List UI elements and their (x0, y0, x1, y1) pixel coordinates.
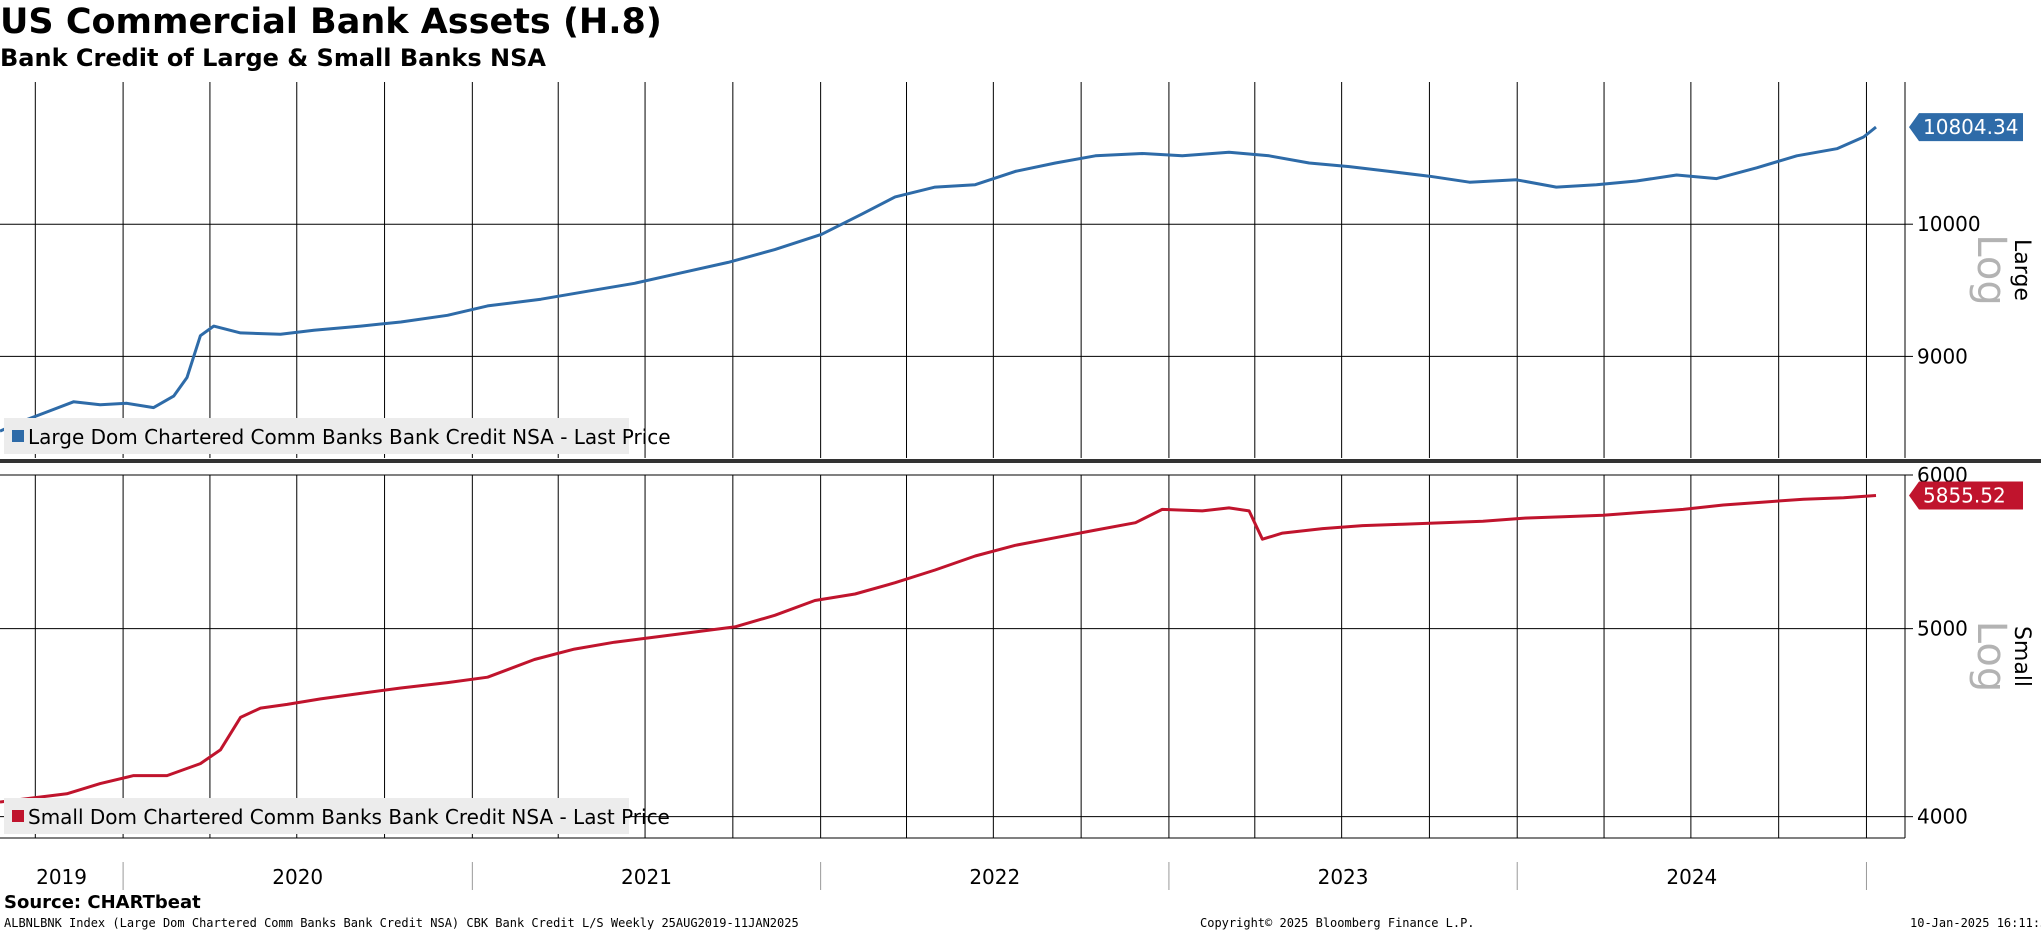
x-tick-label: 2019 (36, 865, 87, 889)
legend-label-top: Large Dom Chartered Comm Banks Bank Cred… (28, 425, 671, 449)
x-tick-label: 2022 (969, 865, 1020, 889)
last-value-tag-top (1909, 113, 2023, 142)
y-axis-label-bottom: Small (2009, 626, 2034, 687)
series-line-bottom (0, 494, 1877, 804)
y-tick-label: 5000 (1917, 617, 1968, 641)
log-scale-label-top: Log (1968, 234, 2014, 305)
last-value-label-bottom: 5855.52 (1923, 484, 2006, 508)
chart-title: US Commercial Bank Assets (H.8) (0, 2, 662, 42)
legend-swatch-bottom (12, 810, 24, 822)
y-tick-label: 4000 (1917, 805, 1968, 829)
x-tick-label: 2020 (272, 865, 323, 889)
legend-label-bottom: Small Dom Chartered Comm Banks Bank Cred… (28, 805, 670, 829)
last-value-label-top: 10804.34 (1923, 115, 2018, 139)
y-axis-label-top: Large (2009, 239, 2034, 301)
log-scale-label-bottom: Log (1968, 621, 2014, 692)
y-tick-label: 9000 (1917, 344, 1968, 368)
series-line-top (0, 125, 1877, 433)
last-value-tag-bottom (1909, 481, 2023, 510)
x-tick-label: 2024 (1666, 865, 1717, 889)
legend-box-bottom (4, 798, 629, 834)
y-tick-label: 10000 (1917, 212, 1981, 236)
timestamp: 10-Jan-2025 16:11:55 (1910, 916, 2041, 930)
legend-box-top (4, 418, 629, 454)
ticker-line: ALBNLBNK Index (Large Dom Chartered Comm… (4, 916, 799, 930)
x-tick-label: 2023 (1318, 865, 1369, 889)
copyright-note: Copyright© 2025 Bloomberg Finance L.P. (1200, 916, 1475, 930)
chart-subtitle: Bank Credit of Large & Small Banks NSA (0, 44, 546, 72)
x-tick-label: 2021 (621, 865, 672, 889)
legend-swatch-top (12, 430, 24, 442)
source-note: Source: CHARTbeat (4, 892, 201, 913)
